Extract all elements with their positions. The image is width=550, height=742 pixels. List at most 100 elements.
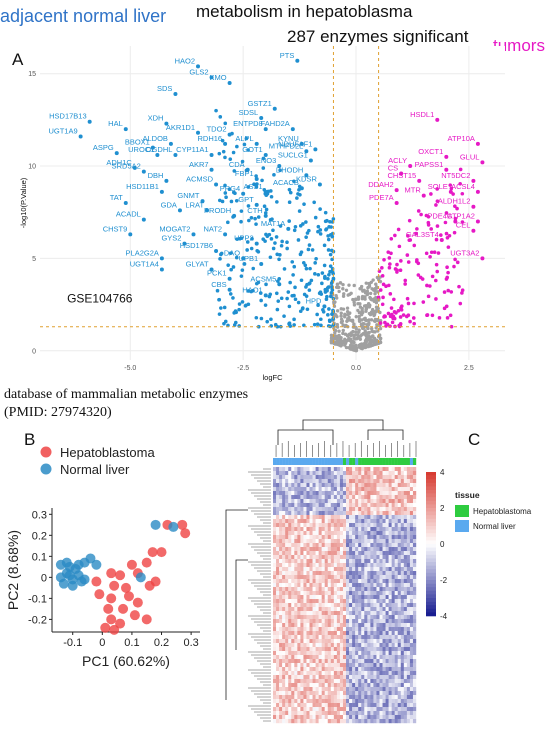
- heatmap-cell: [327, 675, 332, 680]
- volcano-point-down: [246, 204, 251, 208]
- heatmap-cell: [321, 523, 325, 528]
- volcano-point-down: [235, 237, 239, 241]
- heatmap-cell: [279, 599, 283, 604]
- heatmap-cell: [412, 643, 417, 648]
- heatmap-cell: [309, 575, 313, 580]
- heatmap-cell: [373, 671, 377, 676]
- heatmap-cell: [279, 559, 283, 564]
- heatmap-cell: [358, 531, 362, 536]
- volcano-gene-label: ACADL: [116, 210, 141, 219]
- volcano-point-up: [408, 319, 412, 324]
- volcano-point-up: [434, 237, 439, 242]
- heatmap-cell: [391, 675, 395, 680]
- pca-point-normal-liver: [67, 580, 78, 591]
- heatmap-cell: [291, 551, 295, 556]
- heatmap-cell: [279, 707, 283, 712]
- colorbar-segment: [426, 522, 436, 527]
- heatmap-cell: [361, 675, 365, 680]
- heatmap-cell: [339, 643, 344, 648]
- heatmap-cell: [379, 659, 383, 664]
- heatmap-cell: [330, 467, 335, 472]
- heatmap-cell: [318, 667, 322, 672]
- heatmap-cell: [346, 607, 350, 612]
- heatmap-cell: [300, 551, 304, 556]
- volcano-gene-label: GAL3ST4: [406, 230, 439, 239]
- volcano-point-labeled: [308, 158, 313, 163]
- heatmap-cell: [315, 711, 319, 716]
- heatmap-cell: [376, 575, 380, 580]
- heatmap-cell: [339, 679, 344, 684]
- heatmap-cell: [318, 563, 322, 568]
- heatmap-cell: [339, 615, 344, 620]
- heatmap-cell: [276, 703, 280, 708]
- heatmap-cell: [336, 495, 341, 500]
- heatmap-cell: [336, 555, 341, 560]
- heatmap-cell: [324, 523, 328, 528]
- heatmap-cell: [388, 711, 392, 716]
- volcano-point-up: [435, 199, 440, 203]
- heatmap-cell: [367, 667, 371, 672]
- heatmap-cell: [330, 679, 335, 684]
- heatmap-cell: [315, 715, 319, 720]
- heatmap-cell: [403, 695, 408, 700]
- heatmap-cell: [382, 467, 386, 472]
- heatmap-cell: [327, 659, 332, 664]
- heatmap-cell: [288, 715, 292, 720]
- heatmap-cell: [294, 691, 298, 696]
- heatmap-cell: [403, 591, 408, 596]
- volcano-gene-label: DBH: [148, 171, 164, 180]
- heatmap-cell: [352, 607, 356, 612]
- tumors-label: tumors: [493, 36, 545, 55]
- colorbar-segment: [426, 515, 436, 520]
- heatmap-cell: [358, 715, 362, 720]
- heatmap-cell: [367, 635, 371, 640]
- heatmap-cell: [336, 483, 341, 488]
- heatmap-cell: [318, 499, 322, 504]
- heatmap-cell: [394, 619, 398, 624]
- heatmap-cell: [412, 491, 417, 496]
- heatmap-cell: [376, 591, 380, 596]
- heatmap-cell: [409, 503, 414, 508]
- volcano-point-ns: [363, 295, 367, 299]
- heatmap-cell: [333, 615, 338, 620]
- heatmap-cell: [406, 607, 411, 612]
- heatmap-cell: [339, 587, 344, 592]
- heatmap-cell: [285, 599, 289, 604]
- heatmap-cell: [285, 479, 289, 484]
- heatmap-cell: [367, 603, 371, 608]
- heatmap-cell: [352, 691, 356, 696]
- volcano-gene-label: ENTPD8: [233, 119, 263, 128]
- heatmap-cell: [367, 491, 371, 496]
- heatmap-cell: [382, 687, 386, 692]
- heatmap-cell: [306, 507, 310, 512]
- heatmap-cell: [397, 587, 401, 592]
- heatmap-cell: [282, 547, 286, 552]
- heatmap-cell: [333, 483, 338, 488]
- heatmap-cell: [388, 507, 392, 512]
- heatmap-cell: [376, 635, 380, 640]
- heatmap-cell: [273, 543, 277, 548]
- heatmap-cell: [376, 603, 380, 608]
- heatmap-cell: [330, 683, 335, 688]
- heatmap-cell: [327, 667, 332, 672]
- volcano-gene-label: CBS: [211, 280, 226, 289]
- heatmap-cell: [355, 511, 359, 516]
- pca-ytick: 0: [41, 572, 47, 584]
- heatmap-cell: [361, 515, 365, 520]
- volcano-point-down: [307, 243, 312, 247]
- heatmap-cell: [333, 635, 338, 640]
- heatmap-cell: [355, 555, 359, 560]
- volcano-point-up: [460, 288, 465, 293]
- heatmap-cell: [279, 587, 283, 592]
- heatmap-cell: [403, 563, 408, 568]
- volcano-point-ns: [352, 348, 357, 352]
- heatmap-cell: [285, 519, 289, 524]
- heatmap-cell: [361, 555, 365, 560]
- heatmap-cell: [388, 563, 392, 568]
- heatmap-cell: [412, 563, 417, 568]
- panel-a-label: A: [12, 50, 24, 69]
- heatmap-cell: [273, 507, 277, 512]
- volcano-point-down: [306, 247, 311, 252]
- heatmap-cell: [294, 495, 298, 500]
